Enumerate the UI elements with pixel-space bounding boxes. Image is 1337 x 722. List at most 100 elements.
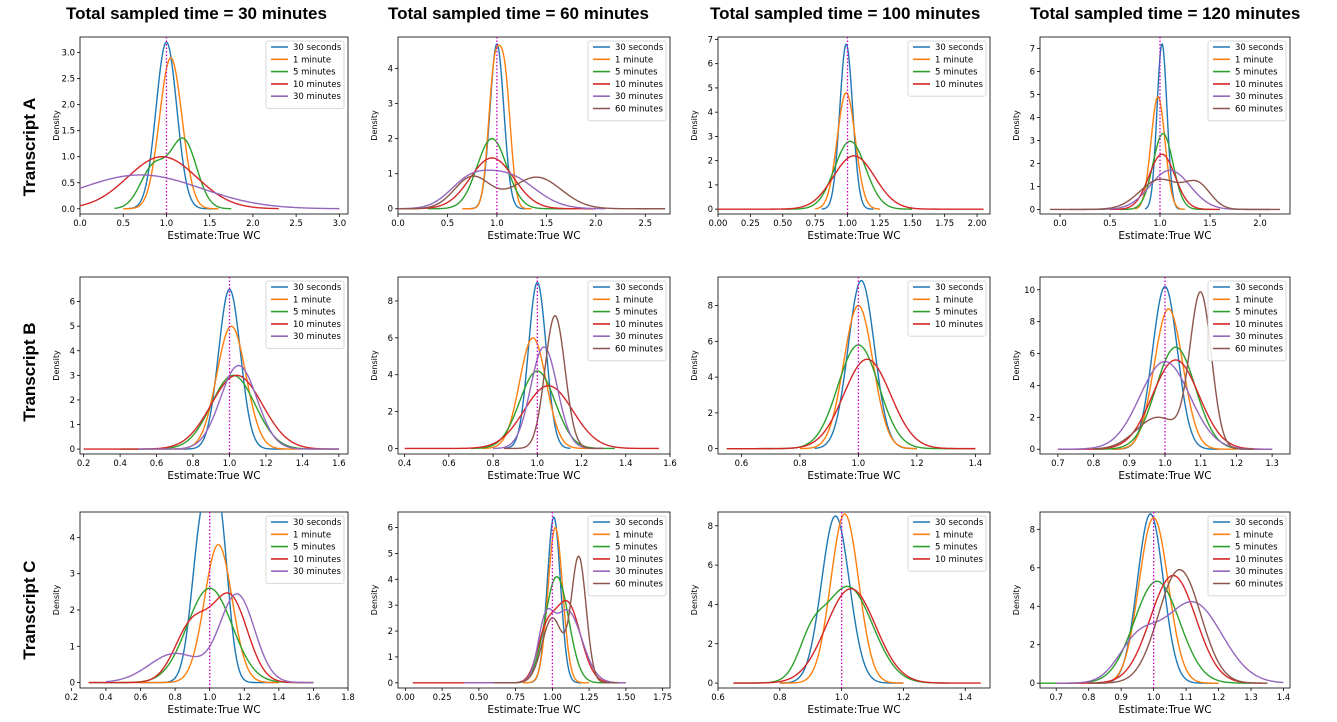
x-tick-label: 0.5 xyxy=(441,219,455,229)
x-tick-label: 2.0 xyxy=(1253,219,1267,229)
legend: 30 seconds 1 minute 5 minutes 10 minutes xyxy=(907,515,987,572)
legend-label: 30 minutes xyxy=(1235,92,1283,102)
legend-label: 30 minutes xyxy=(293,567,341,577)
y-tick-label: 0 xyxy=(388,444,393,454)
x-tick-label: 1.75 xyxy=(935,219,954,229)
x-axis-label: Estimate:True WC xyxy=(807,704,900,716)
legend-label: 5 minutes xyxy=(935,68,978,78)
legend-label: 30 seconds xyxy=(615,518,664,528)
legend-label: 1 minute xyxy=(293,55,331,65)
density-line-30-seconds xyxy=(174,288,285,450)
legend-label: 5 minutes xyxy=(293,543,336,553)
legend-label: 10 minutes xyxy=(1235,555,1283,565)
legend-label: 5 minutes xyxy=(615,543,658,553)
x-tick-label: 1.5 xyxy=(1203,219,1217,229)
legend-label: 30 seconds xyxy=(1235,283,1284,293)
legend-label: 10 minutes xyxy=(935,320,983,330)
legend-label: 30 seconds xyxy=(1235,518,1284,528)
x-tick-label: 0.2 xyxy=(65,693,79,703)
y-tick-label: 2.0 xyxy=(61,101,75,111)
density-line-5-minutes xyxy=(1119,132,1210,211)
x-tick-label: 0.00 xyxy=(709,219,728,229)
x-axis-label: Estimate:True WC xyxy=(167,230,260,242)
x-tick-label: 1.6 xyxy=(307,693,321,703)
x-tick-label: 0.8 xyxy=(793,459,807,469)
y-tick-label: 1 xyxy=(70,421,75,431)
x-tick-label: 1.0 xyxy=(203,693,217,703)
chart-panel-a-120: 0.0 0.5 1.0 1.5 2.0 0 1 2 3 4 5 6 7 Estimate:True WC D… xyxy=(1012,36,1291,242)
y-tick-label: 1 xyxy=(70,642,75,652)
legend: 30 seconds 1 minute 5 minutes 10 minutes 30 … xyxy=(587,40,667,122)
legend-label: 30 seconds xyxy=(935,283,984,293)
y-tick-label: 0 xyxy=(1030,205,1035,215)
x-tick-label: 1.0 xyxy=(835,693,849,703)
x-tick-label: 0.7 xyxy=(1049,693,1063,703)
x-tick-label: 0.9 xyxy=(1114,693,1128,703)
y-tick-label: 8 xyxy=(388,297,393,307)
legend: 30 seconds 1 minute 5 minutes 10 minutes 30 … xyxy=(265,40,345,109)
density-line-1-minute xyxy=(123,57,219,210)
legend-label: 60 minutes xyxy=(1235,105,1283,115)
legend-label: 5 minutes xyxy=(293,308,336,318)
column-title-1: Total sampled time = 30 minutes xyxy=(66,4,327,23)
legend-label: 5 minutes xyxy=(1235,308,1278,318)
x-axis-label: Estimate:True WC xyxy=(1118,230,1211,242)
y-tick-label: 0 xyxy=(388,679,393,689)
y-tick-label: 10 xyxy=(1024,286,1035,296)
x-tick-label: 3.0 xyxy=(333,219,347,229)
x-tick-label: 0.6 xyxy=(134,693,148,703)
x-tick-label: 1.5 xyxy=(203,219,217,229)
legend: 30 seconds 1 minute 5 minutes 10 minutes 30 … xyxy=(265,280,345,349)
y-axis-label: Density xyxy=(370,350,379,381)
y-tick-label: 0 xyxy=(70,445,75,455)
x-tick-label: 0.8 xyxy=(773,693,787,703)
chart-panel-a-30: 0.0 0.5 1.0 1.5 2.0 2.5 3.0 0.0 0.5 1.0 1.5 2.0 2.5 3… xyxy=(52,36,349,242)
legend-label: 30 seconds xyxy=(615,283,664,293)
y-tick-label: 3 xyxy=(70,371,75,381)
x-tick-label: 1.0 xyxy=(490,219,504,229)
x-tick-label: 1.0 xyxy=(531,459,545,469)
legend-label: 30 minutes xyxy=(293,92,341,102)
y-tick-label: 1.0 xyxy=(61,153,75,163)
legend: 30 seconds 1 minute 5 minutes 10 minutes 30 … xyxy=(587,280,667,362)
x-tick-label: 1.50 xyxy=(903,219,922,229)
x-tick-label: 1.0 xyxy=(1147,693,1161,703)
y-tick-label: 2 xyxy=(708,640,713,650)
y-tick-label: 3 xyxy=(388,100,393,110)
x-tick-label: 1.4 xyxy=(272,693,286,703)
legend-label: 10 minutes xyxy=(293,80,341,90)
legend-label: 5 minutes xyxy=(1235,543,1278,553)
x-tick-label: 0.4 xyxy=(99,693,113,703)
density-line-60-minutes xyxy=(504,314,604,450)
density-line-30-minutes xyxy=(464,607,626,684)
x-tick-label: 0.50 xyxy=(469,693,488,703)
y-axis-label: Density xyxy=(1012,350,1021,381)
y-axis-label: Density xyxy=(370,585,379,616)
legend: 30 seconds 1 minute 5 minutes 10 minutes 30 … xyxy=(1207,280,1287,362)
x-tick-label: 1.6 xyxy=(332,459,346,469)
x-tick-label: 2.0 xyxy=(246,219,260,229)
y-tick-label: 6 xyxy=(708,337,713,347)
y-tick-label: 5 xyxy=(388,549,393,559)
x-tick-label: 1.2 xyxy=(1212,693,1226,703)
chart-panel-b-100: 0.6 0.8 1.0 1.2 1.4 0 2 4 6 8 Estimate:True WC Dens… xyxy=(690,276,991,482)
chart-panel-b-30: 0.2 0.4 0.6 0.8 1.0 1.2 1.4 1.6 0 1 2 3 4 5 6 Estimate:… xyxy=(52,276,349,482)
x-tick-label: 0.25 xyxy=(741,219,760,229)
y-tick-label: 8 xyxy=(708,302,713,312)
x-axis-label: Estimate:True WC xyxy=(487,230,580,242)
y-tick-label: 6 xyxy=(388,524,393,534)
legend-label: 30 seconds xyxy=(293,518,342,528)
row-title-b: Transcript B xyxy=(20,322,39,422)
x-tick-label: 1.3 xyxy=(1244,693,1258,703)
legend-label: 60 minutes xyxy=(615,105,663,115)
x-tick-label: 1.2 xyxy=(1230,459,1244,469)
x-tick-label: 1.0 xyxy=(1158,459,1172,469)
density-line-30-seconds xyxy=(504,281,571,450)
x-tick-label: 0.8 xyxy=(1087,459,1101,469)
y-tick-label: 8 xyxy=(1030,525,1035,535)
legend-label: 30 seconds xyxy=(293,43,342,53)
x-axis-label: Estimate:True WC xyxy=(487,704,580,716)
x-tick-label: 2.00 xyxy=(968,219,987,229)
density-line-10-minutes xyxy=(88,592,314,684)
legend-label: 60 minutes xyxy=(1235,345,1283,355)
